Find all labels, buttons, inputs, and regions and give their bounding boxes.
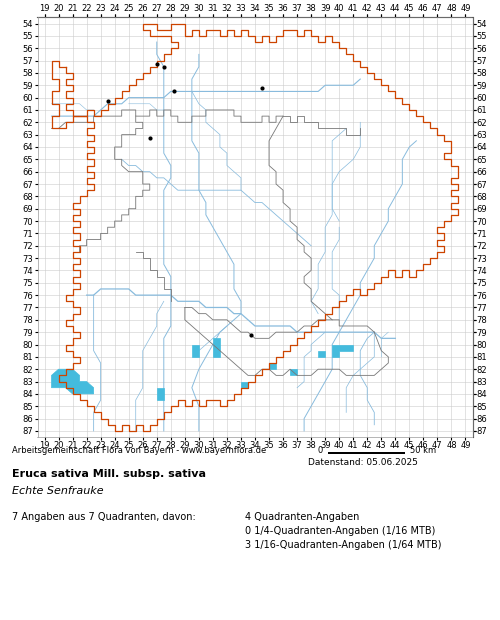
Text: 7 Angaben aus 7 Quadranten, davon:: 7 Angaben aus 7 Quadranten, davon: — [12, 512, 196, 521]
Text: 4 Quadranten-Angaben: 4 Quadranten-Angaben — [245, 512, 360, 521]
Text: Datenstand: 05.06.2025: Datenstand: 05.06.2025 — [308, 458, 418, 467]
Text: 0: 0 — [318, 446, 323, 456]
Text: Echte Senfrauke: Echte Senfrauke — [12, 486, 104, 496]
Polygon shape — [192, 345, 199, 357]
Polygon shape — [213, 339, 220, 357]
Polygon shape — [269, 363, 276, 369]
Text: Eruca sativa Mill. subsp. sativa: Eruca sativa Mill. subsp. sativa — [12, 469, 206, 479]
Polygon shape — [318, 351, 325, 357]
Text: 0 1/4-Quadranten-Angaben (1/16 MTB): 0 1/4-Quadranten-Angaben (1/16 MTB) — [245, 526, 436, 536]
Polygon shape — [52, 369, 94, 394]
Polygon shape — [157, 388, 164, 400]
Polygon shape — [241, 381, 248, 388]
Text: 3 1/16-Quadranten-Angaben (1/64 MTB): 3 1/16-Quadranten-Angaben (1/64 MTB) — [245, 540, 442, 550]
Text: 50 km: 50 km — [410, 446, 436, 456]
Text: Arbeitsgemeinschaft Flora von Bayern - www.bayernflora.de: Arbeitsgemeinschaft Flora von Bayern - w… — [12, 446, 267, 456]
Polygon shape — [332, 345, 353, 357]
Polygon shape — [290, 369, 297, 375]
